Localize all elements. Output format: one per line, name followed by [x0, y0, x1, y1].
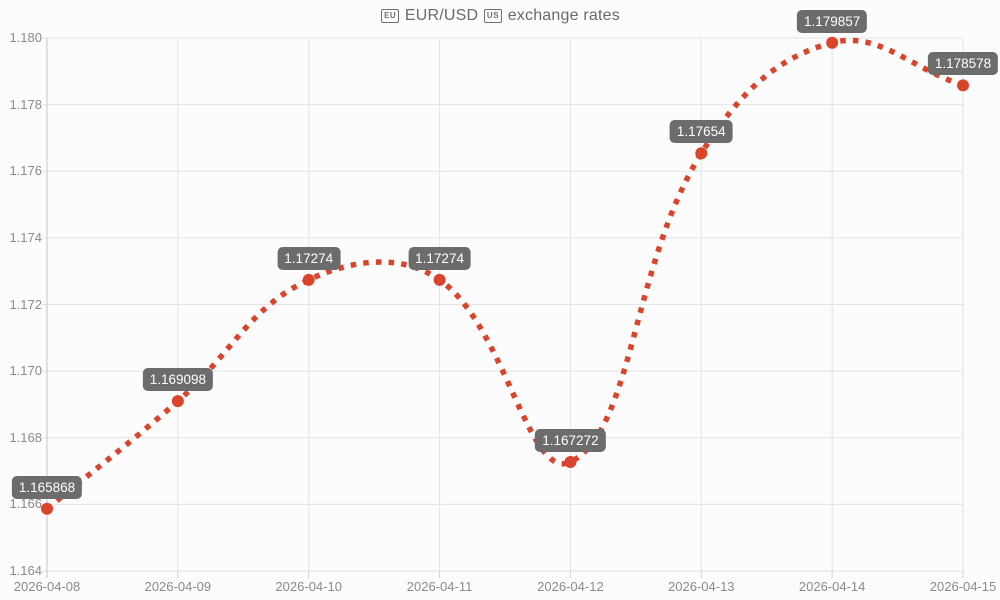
data-point-dot	[302, 273, 315, 286]
data-point-dot	[564, 456, 577, 469]
data-point-dot	[433, 273, 446, 286]
data-point-dot	[171, 395, 184, 408]
eu-flag-icon: EU	[381, 9, 400, 23]
data-point-dot	[41, 502, 53, 515]
rate-line	[45, 37, 964, 511]
data-point-dot	[826, 36, 839, 49]
chart-title: EU EUR/USD US exchange rates	[0, 7, 1000, 25]
data-point-dot	[957, 79, 969, 92]
title-pair-label: EUR/USD	[404, 7, 479, 24]
data-point-dot	[695, 147, 708, 160]
title-suffix-label: exchange rates	[507, 7, 620, 24]
us-flag-icon: US	[483, 9, 503, 23]
